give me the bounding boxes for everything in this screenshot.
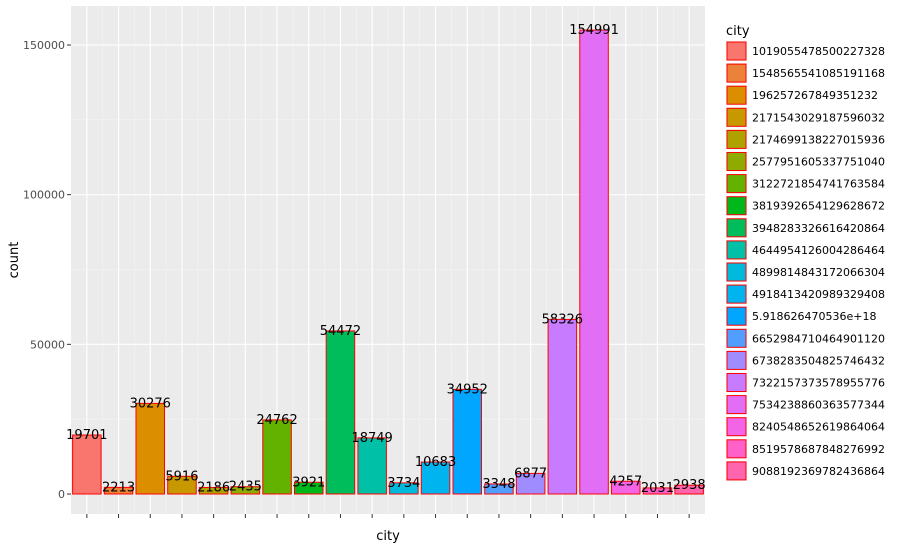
- legend-item-label: 6652984710464901120: [752, 332, 885, 345]
- bar: [198, 486, 229, 495]
- bar: [135, 402, 166, 495]
- y-tick-label: 0: [58, 488, 65, 501]
- data-label: 24762: [256, 413, 297, 428]
- data-label: 5916: [165, 469, 198, 484]
- legend-item-label: 2174699138227015936: [752, 133, 885, 146]
- legend-title: city: [726, 24, 750, 39]
- bar: [230, 486, 261, 495]
- data-label: 3348: [482, 477, 515, 492]
- legend-item-label: 196257267849351232: [752, 89, 878, 102]
- bar: [293, 481, 324, 495]
- y-axis-title: count: [7, 242, 22, 279]
- bar: [547, 318, 578, 495]
- data-label: 10683: [415, 455, 456, 470]
- legend-item-label: 3819392654129628672: [752, 200, 885, 213]
- legend-item-label: 7534238860363577344: [752, 399, 885, 412]
- legend-item-label: 8240548652619864064: [752, 421, 885, 434]
- legend-item-label: 1019055478500227328: [752, 45, 885, 58]
- bar: [420, 461, 451, 495]
- data-label: 6877: [514, 466, 547, 481]
- legend-key-swatch: [726, 306, 747, 326]
- bar: [452, 388, 483, 495]
- legend-key-swatch: [726, 129, 747, 149]
- y-tick-label: 50000: [30, 338, 65, 351]
- grid-minor: [71, 6, 705, 514]
- bar: [325, 330, 356, 495]
- legend-key-swatch: [726, 107, 747, 127]
- bar: [610, 480, 641, 495]
- legend-key-swatch: [726, 328, 747, 348]
- data-label: 2186: [197, 480, 230, 495]
- data-label: 2435: [229, 480, 262, 495]
- legend-key-swatch: [726, 373, 747, 392]
- legend-key-swatch: [726, 284, 747, 304]
- bar: [389, 482, 419, 495]
- bar: [484, 483, 514, 495]
- y-tick-label: 150000: [23, 39, 65, 52]
- data-label: 18749: [351, 431, 392, 446]
- bar: [674, 484, 704, 495]
- legend-item-label: 5.918626470536e+18: [752, 310, 876, 323]
- legend-item-label: 6738283504825746432: [752, 354, 885, 367]
- legend-key-swatch: [726, 461, 747, 481]
- bar: [262, 419, 292, 495]
- legend-item-label: 3122721854741763584: [752, 178, 885, 191]
- legend-key-swatch: [726, 218, 747, 238]
- legend-key-swatch: [726, 63, 747, 83]
- data-label: 54472: [320, 324, 361, 339]
- x-axis-title: city: [376, 529, 400, 544]
- legend-key-swatch: [726, 174, 747, 194]
- bar: [642, 487, 673, 495]
- legend-key-swatch: [726, 439, 747, 459]
- legend-key-swatch: [726, 41, 747, 61]
- legend: city 1019055478500227328 1548565541085191…: [726, 24, 885, 481]
- data-label: 2938: [673, 478, 706, 493]
- legend-key-swatch: [726, 395, 747, 415]
- data-label: 3921: [292, 475, 325, 490]
- legend-item-label: 8519578687848276992: [752, 443, 885, 456]
- x-axis: [86, 514, 690, 518]
- legend-items: 1019055478500227328 1548565541085191168 19…: [726, 41, 885, 481]
- data-label: 4257: [609, 474, 642, 489]
- bar: [167, 475, 197, 495]
- data-label: 2031: [641, 481, 674, 496]
- legend-key-swatch: [726, 196, 747, 216]
- data-label: 2213: [102, 480, 135, 495]
- legend-key-swatch: [726, 240, 747, 260]
- bar: [515, 472, 546, 495]
- legend-item-label: 4918413420989329408: [752, 288, 885, 301]
- legend-item-label: 9088192369782436864: [752, 465, 885, 478]
- legend-key-swatch: [726, 417, 747, 437]
- legend-key-swatch: [726, 152, 747, 171]
- legend-item-label: 4644954126004286464: [752, 244, 885, 257]
- y-axis: 0 50000 100000 150000: [23, 39, 71, 501]
- bar: [357, 437, 387, 495]
- bar: [103, 486, 134, 495]
- data-label: 58326: [542, 312, 583, 327]
- legend-item-label: 2577951605337751040: [752, 156, 885, 169]
- legend-key-swatch: [726, 85, 747, 105]
- data-label: 3734: [387, 476, 420, 491]
- bar: [72, 434, 102, 495]
- legend-item-label: 4899814843172066304: [752, 266, 885, 279]
- legend-item-label: 1548565541085191168: [752, 67, 885, 80]
- legend-key-swatch: [726, 350, 747, 370]
- data-label: 154991: [569, 23, 619, 38]
- bars: [72, 29, 704, 495]
- bar: [579, 29, 609, 495]
- legend-item-label: 3948283326616420864: [752, 222, 885, 235]
- legend-item-label: 2171543029187596032: [752, 111, 885, 124]
- y-tick-label: 100000: [23, 189, 65, 202]
- legend-key-swatch: [726, 262, 747, 282]
- data-label: 34952: [447, 382, 488, 397]
- data-label: 19701: [66, 428, 107, 443]
- data-label: 30276: [130, 396, 171, 411]
- legend-item-label: 7322157373578955776: [752, 377, 885, 390]
